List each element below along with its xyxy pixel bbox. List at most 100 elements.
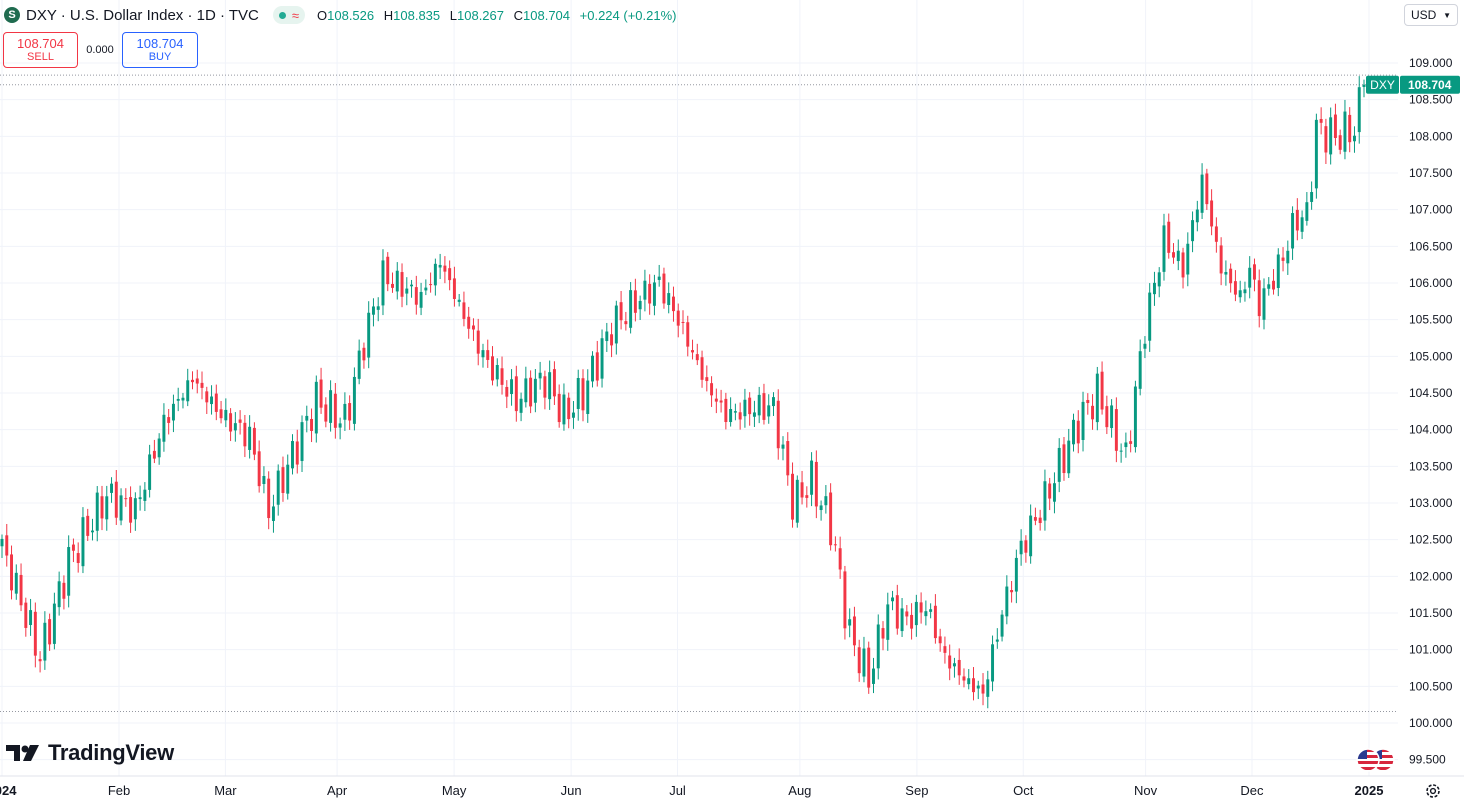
candle <box>43 611 47 670</box>
candle <box>152 439 156 464</box>
candle <box>548 360 552 410</box>
candle-body <box>543 376 547 398</box>
candle <box>962 668 966 688</box>
candle <box>29 598 33 636</box>
candle-body <box>714 398 718 402</box>
candle <box>1233 270 1237 302</box>
candle-body <box>1000 614 1004 637</box>
candle <box>867 641 871 694</box>
candle <box>371 298 375 327</box>
candle-body <box>852 616 856 646</box>
candle-body <box>119 495 123 521</box>
candle-body <box>29 610 33 626</box>
candle-body <box>457 299 461 302</box>
sell-button[interactable]: 108.704 SELL <box>3 32 78 68</box>
candle-body <box>1119 450 1123 452</box>
close-label: C <box>513 7 524 23</box>
us-flag-icon[interactable] <box>1356 748 1396 772</box>
candle-body <box>57 581 61 608</box>
candle-body <box>200 382 204 388</box>
candle-body <box>595 352 599 381</box>
candle-body <box>424 287 428 291</box>
candle <box>691 339 695 360</box>
candle-body <box>1205 173 1209 205</box>
candle-body <box>1072 419 1075 445</box>
candle <box>148 444 152 498</box>
candle-body <box>233 423 237 431</box>
symbol-icon[interactable]: S <box>4 7 20 23</box>
candle <box>719 389 723 413</box>
candle <box>767 394 771 424</box>
market-status-pill[interactable]: ≈ <box>272 6 305 24</box>
x-tick-label: Dec <box>1240 783 1264 798</box>
candle-body <box>224 409 228 421</box>
candle <box>1143 336 1147 359</box>
candle <box>586 369 590 423</box>
y-tick-label: 107.000 <box>1409 203 1453 217</box>
candle <box>1072 413 1075 452</box>
candle <box>95 486 99 542</box>
candle-body <box>1186 243 1190 275</box>
candle <box>1100 361 1104 415</box>
candle <box>352 367 356 431</box>
candle <box>81 507 85 574</box>
candle <box>614 300 618 355</box>
reference-lines <box>0 74 1398 712</box>
candle-body <box>914 601 918 626</box>
x-tick-label: Jun <box>561 783 582 798</box>
candle <box>462 291 466 327</box>
candle-body <box>662 273 666 304</box>
candle-body <box>148 454 152 490</box>
candle <box>748 392 752 426</box>
candle-body <box>33 611 37 656</box>
candle <box>581 369 585 422</box>
candle-body <box>691 350 695 353</box>
candle <box>814 450 818 519</box>
candle <box>824 485 828 514</box>
chart-title[interactable]: DXY · U.S. Dollar Index · 1D · TVC <box>26 6 259 24</box>
candle <box>772 392 775 416</box>
candle <box>1157 267 1161 298</box>
tradingview-logo[interactable]: TradingView <box>6 740 174 766</box>
candle-body <box>1257 280 1261 317</box>
chart-header: S DXY · U.S. Dollar Index · 1D · TVC ≈ O… <box>4 4 683 26</box>
buy-button[interactable]: 108.704 BUY <box>122 32 198 68</box>
x-tick-label: Sep <box>905 783 928 798</box>
candle-body <box>191 379 194 383</box>
candle <box>1176 239 1180 271</box>
candle-body <box>652 282 656 306</box>
candle-body <box>267 478 271 519</box>
candle <box>1348 107 1352 153</box>
candle <box>876 614 880 680</box>
candle-body <box>576 378 580 409</box>
currency-selector[interactable]: USD ▼ <box>1404 4 1458 26</box>
buy-label: BUY <box>148 50 172 63</box>
candle <box>948 644 952 681</box>
candle <box>648 274 652 315</box>
candle-body <box>919 602 923 613</box>
candle-body <box>1081 401 1085 440</box>
gear-icon[interactable] <box>1424 782 1442 800</box>
candle <box>933 594 937 644</box>
candle <box>214 384 218 421</box>
candle <box>38 651 42 673</box>
candle-body <box>1243 289 1247 294</box>
candle <box>1091 394 1095 430</box>
candle-body <box>862 648 866 677</box>
candle <box>1314 113 1318 199</box>
candle-body <box>414 287 418 305</box>
candle-body <box>324 404 328 422</box>
candle <box>1310 181 1314 210</box>
candle-body <box>395 270 399 292</box>
candle <box>271 494 275 533</box>
candle <box>329 380 333 432</box>
candle <box>500 356 504 395</box>
candle-body <box>86 515 90 536</box>
candle-body <box>1038 517 1042 524</box>
candle <box>129 486 133 533</box>
y-tick-label: 100.000 <box>1409 716 1453 730</box>
candle <box>1133 380 1137 453</box>
candle-body <box>729 408 733 423</box>
candle-body <box>776 400 780 449</box>
